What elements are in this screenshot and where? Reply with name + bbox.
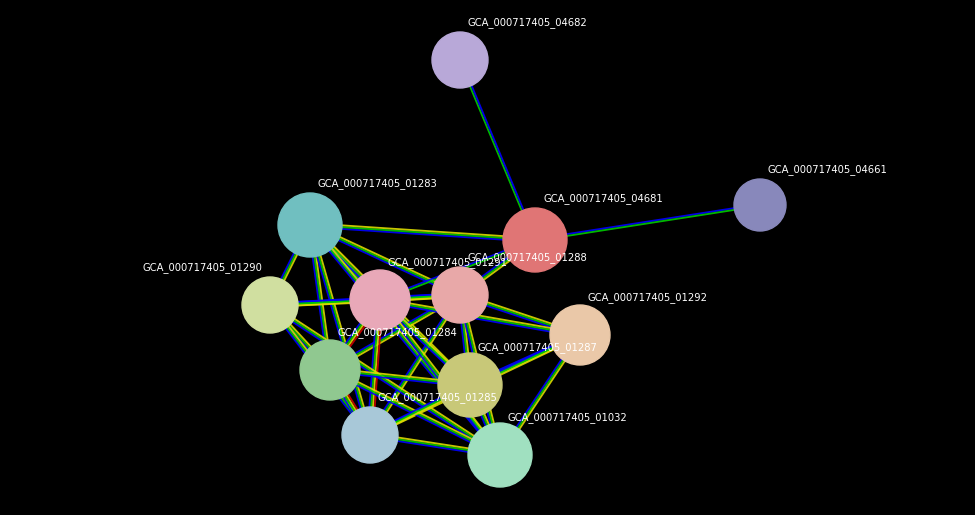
Circle shape — [350, 270, 410, 330]
Circle shape — [550, 305, 610, 365]
Circle shape — [432, 267, 488, 323]
Text: GCA_000717405_01288: GCA_000717405_01288 — [468, 252, 588, 263]
Circle shape — [432, 32, 488, 88]
Text: GCA_000717405_01032: GCA_000717405_01032 — [508, 412, 628, 423]
Circle shape — [342, 407, 398, 463]
Text: GCA_000717405_04682: GCA_000717405_04682 — [468, 17, 588, 28]
Circle shape — [468, 423, 532, 487]
Circle shape — [278, 193, 342, 257]
Text: GCA_000717405_04661: GCA_000717405_04661 — [768, 164, 888, 175]
Text: GCA_000717405_01292: GCA_000717405_01292 — [588, 292, 708, 303]
Circle shape — [300, 340, 360, 400]
Text: GCA_000717405_01283: GCA_000717405_01283 — [318, 178, 438, 189]
Text: GCA_000717405_01284: GCA_000717405_01284 — [338, 327, 457, 338]
Circle shape — [242, 277, 298, 333]
Text: GCA_000717405_04681: GCA_000717405_04681 — [543, 193, 663, 204]
Text: GCA_000717405_01291: GCA_000717405_01291 — [388, 257, 508, 268]
Circle shape — [734, 179, 786, 231]
Text: GCA_000717405_01290: GCA_000717405_01290 — [142, 262, 262, 273]
Circle shape — [503, 208, 567, 272]
Text: GCA_000717405_01287: GCA_000717405_01287 — [478, 342, 598, 353]
Circle shape — [438, 353, 502, 417]
Text: GCA_000717405_01285: GCA_000717405_01285 — [378, 392, 498, 403]
